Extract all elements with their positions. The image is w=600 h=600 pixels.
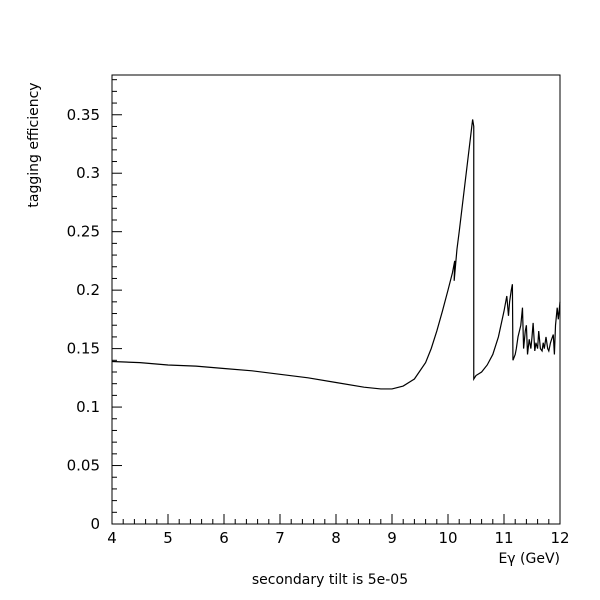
footer-caption: secondary tilt is 5e-05 (252, 572, 408, 588)
x-tick-label: 5 (163, 529, 173, 547)
x-axis-title: Eγ (GeV) (498, 551, 560, 567)
y-axis-ticks (112, 79, 122, 525)
x-tick-label: 11 (494, 529, 513, 547)
x-tick-label: 8 (331, 529, 341, 547)
y-tick-label: 0.15 (67, 340, 100, 358)
x-tick-label: 7 (275, 529, 285, 547)
y-tick-label: 0.2 (76, 281, 100, 299)
y-axis-tick-labels: 0 0.05 0.1 0.15 0.2 0.25 0.3 0.35 (67, 106, 100, 533)
y-tick-label: 0 (90, 515, 100, 533)
y-tick-label: 0.35 (67, 106, 100, 124)
x-axis-ticks (111, 514, 561, 524)
y-tick-label: 0.25 (67, 223, 100, 241)
x-tick-label: 12 (550, 529, 569, 547)
x-tick-label: 4 (107, 529, 117, 547)
x-tick-label: 10 (438, 529, 457, 547)
y-tick-label: 0.05 (67, 457, 100, 475)
plot-frame (111, 74, 561, 525)
x-tick-label: 6 (219, 529, 229, 547)
x-tick-label: 9 (387, 529, 397, 547)
series-line (111, 119, 561, 390)
y-tick-label: 0.1 (76, 398, 100, 416)
x-axis-tick-labels: 4 5 6 7 8 9 10 11 12 (107, 529, 569, 547)
y-axis-title: tagging efficiency (26, 82, 42, 207)
y-tick-label: 0.3 (76, 164, 100, 182)
